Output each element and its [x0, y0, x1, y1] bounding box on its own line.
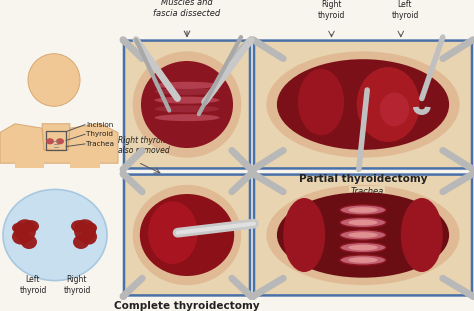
Ellipse shape [85, 223, 97, 233]
Ellipse shape [28, 54, 80, 106]
Text: Right
thyroid: Right thyroid [64, 275, 91, 295]
Ellipse shape [283, 198, 325, 272]
Ellipse shape [148, 202, 198, 264]
Text: Partial thyroidectomy: Partial thyroidectomy [299, 174, 427, 184]
Ellipse shape [155, 88, 219, 95]
Ellipse shape [74, 219, 96, 242]
Ellipse shape [340, 205, 386, 215]
Ellipse shape [298, 69, 344, 135]
Ellipse shape [277, 59, 449, 150]
Text: Left
thyroid: Left thyroid [19, 275, 46, 295]
Ellipse shape [23, 220, 39, 232]
Ellipse shape [140, 194, 234, 276]
FancyBboxPatch shape [254, 40, 472, 169]
Ellipse shape [348, 245, 378, 250]
Ellipse shape [133, 185, 241, 285]
Ellipse shape [12, 223, 26, 233]
Ellipse shape [155, 105, 219, 112]
Ellipse shape [56, 138, 64, 144]
Circle shape [3, 189, 107, 281]
Text: Incision: Incision [86, 122, 113, 128]
Polygon shape [15, 150, 44, 168]
Ellipse shape [340, 230, 386, 240]
Polygon shape [70, 150, 100, 168]
Ellipse shape [357, 67, 419, 142]
Text: Left
thyroid: Left thyroid [392, 0, 419, 20]
Ellipse shape [141, 61, 233, 148]
Ellipse shape [340, 255, 386, 265]
Ellipse shape [73, 235, 89, 249]
Ellipse shape [12, 229, 30, 245]
Polygon shape [0, 124, 118, 163]
Ellipse shape [340, 217, 386, 228]
Ellipse shape [21, 235, 37, 249]
Ellipse shape [71, 220, 87, 232]
FancyBboxPatch shape [254, 174, 472, 295]
Ellipse shape [155, 82, 219, 89]
Ellipse shape [340, 242, 386, 253]
Ellipse shape [401, 198, 443, 272]
Ellipse shape [277, 192, 449, 278]
Ellipse shape [81, 229, 97, 245]
Ellipse shape [266, 185, 460, 285]
Ellipse shape [266, 51, 460, 158]
FancyBboxPatch shape [124, 174, 250, 295]
Ellipse shape [155, 114, 219, 121]
Ellipse shape [348, 232, 378, 238]
Ellipse shape [133, 51, 241, 158]
Ellipse shape [348, 220, 378, 225]
Ellipse shape [348, 207, 378, 213]
FancyBboxPatch shape [124, 40, 250, 169]
Text: Right thyroid
also removed: Right thyroid also removed [118, 136, 170, 155]
Text: Thyroid: Thyroid [86, 131, 113, 137]
Text: Trachea: Trachea [351, 187, 384, 196]
Text: Trachea: Trachea [86, 141, 114, 147]
Ellipse shape [348, 257, 378, 263]
Ellipse shape [380, 92, 409, 126]
Text: Complete thyroidectomy: Complete thyroidectomy [114, 301, 260, 311]
Ellipse shape [46, 138, 54, 144]
Text: Right
thyroid: Right thyroid [318, 0, 345, 20]
Text: Muscles and
fascia dissected: Muscles and fascia dissected [154, 0, 220, 18]
Ellipse shape [14, 219, 36, 242]
Ellipse shape [155, 97, 219, 104]
Polygon shape [42, 124, 70, 150]
